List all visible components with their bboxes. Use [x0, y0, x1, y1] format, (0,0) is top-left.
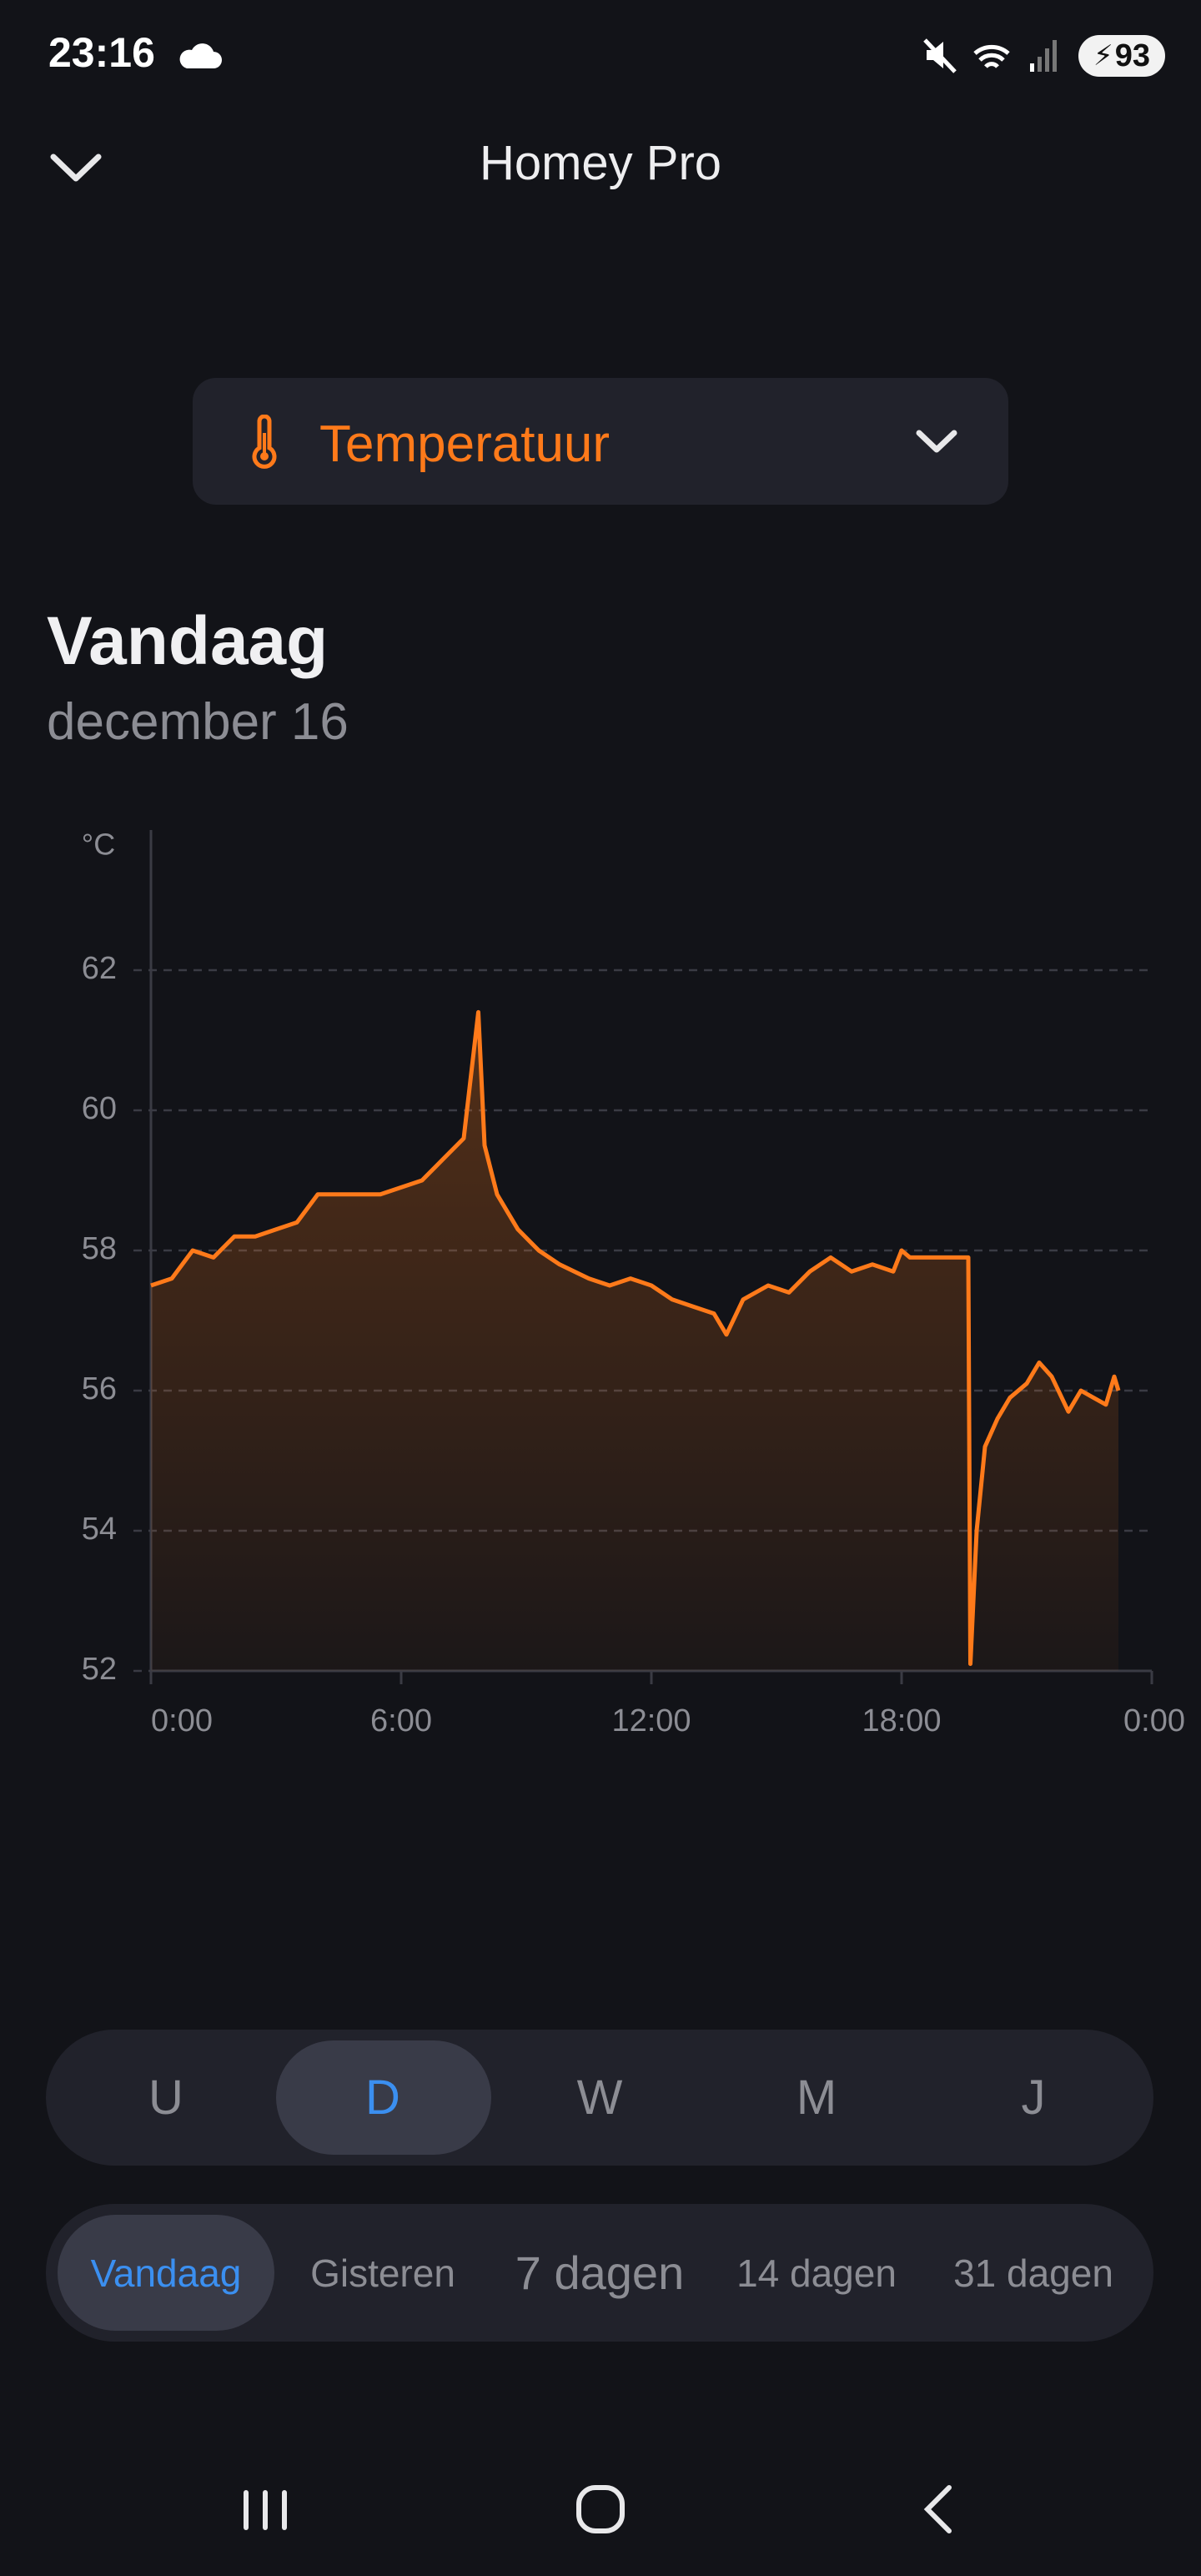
header-title: Homey Pro	[479, 136, 722, 190]
capability-selector[interactable]: Temperatuur	[193, 378, 1008, 505]
x-tick-label: 6:00	[370, 1703, 432, 1738]
battery-level: 93	[1114, 38, 1151, 73]
y-tick-label: 56	[82, 1371, 117, 1406]
line	[150, 1009, 1121, 1667]
tab[interactable]: Vandaag	[90, 2251, 242, 2295]
x-tick-label: 0:00	[1123, 1703, 1185, 1738]
tab[interactable]: 7 dagen	[515, 2246, 685, 2299]
y-tick-label: 52	[82, 1652, 117, 1687]
chart: °C 52 54 56 58 60 62 0:00 6:00 12:00 18:00 0:00	[82, 828, 1185, 1739]
period-title: Vandaag	[47, 603, 329, 679]
tab[interactable]: 31 dagen	[953, 2251, 1113, 2295]
x-tick-label: 0:00	[151, 1703, 213, 1738]
weather-icon	[179, 43, 222, 68]
period-date: december 16	[47, 693, 349, 751]
tab[interactable]: J	[1021, 2070, 1046, 2125]
tab[interactable]: Gisteren	[310, 2251, 455, 2295]
tab[interactable]: U	[148, 2070, 183, 2125]
tab[interactable]: D	[365, 2070, 400, 2125]
area	[151, 1012, 1118, 1671]
tab[interactable]: W	[576, 2070, 623, 2125]
status-time: 23:16	[48, 29, 155, 76]
battery: ⚡ 93	[1078, 35, 1165, 77]
y-tick-label: 54	[82, 1512, 117, 1547]
tab[interactable]: M	[796, 2070, 837, 2125]
y-unit: °C	[82, 828, 115, 862]
x-tick-label: 18:00	[862, 1703, 941, 1738]
y-tick-label: 62	[82, 951, 117, 986]
status-icons	[923, 38, 1057, 73]
collapse-button[interactable]	[48, 150, 103, 184]
range-tabs: Vandaag Gisteren 7 dagen 14 dagen 31 dagen	[46, 2204, 1153, 2342]
selector-label: Temperatuur	[319, 415, 611, 473]
nav-bar	[244, 2485, 952, 2533]
x-tick-label: 12:00	[611, 1703, 691, 1738]
y-tick-label: 60	[82, 1091, 117, 1126]
tab[interactable]: 14 dagen	[736, 2251, 897, 2295]
thermometer-icon	[252, 415, 277, 469]
y-tick-label: 58	[82, 1231, 117, 1266]
dropdown-arrow	[916, 430, 957, 453]
